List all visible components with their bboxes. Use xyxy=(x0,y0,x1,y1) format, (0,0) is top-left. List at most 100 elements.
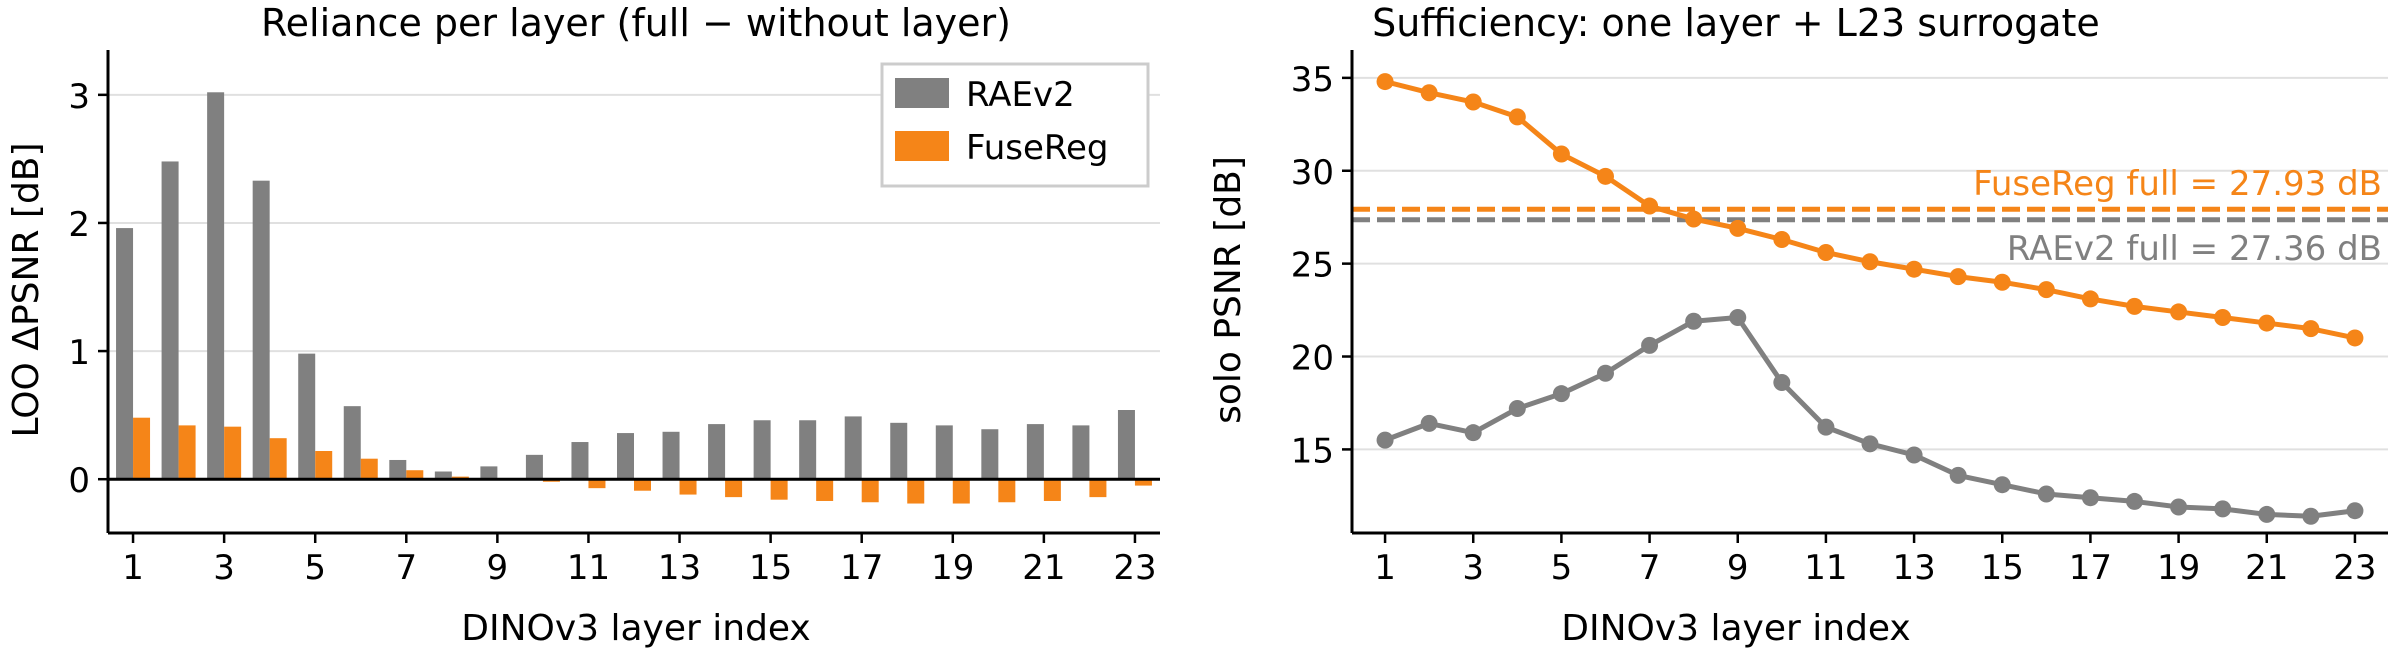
x-tick-label: 17 xyxy=(840,548,883,588)
bar-fusereg-layer-15 xyxy=(770,479,788,500)
point-raev2-layer-21 xyxy=(2258,505,2276,523)
point-fusereg-layer-16 xyxy=(2037,281,2055,299)
sufficiency-panel: Sufficiency: one layer + L23 surrogate F… xyxy=(1208,1,2388,649)
point-fusereg-layer-2 xyxy=(1420,84,1438,102)
reference-line-label: RAEv2 full = 27.36 dB xyxy=(2007,229,2382,269)
y-tick-label: 35 xyxy=(1291,60,1334,100)
bar-fusereg-layer-19 xyxy=(952,479,970,504)
point-raev2-layer-16 xyxy=(2037,485,2055,503)
point-fusereg-layer-21 xyxy=(2258,314,2276,332)
point-raev2-layer-6 xyxy=(1596,364,1614,382)
bar-fusereg-layer-18 xyxy=(907,479,925,504)
legend-swatch-raev2 xyxy=(895,78,949,108)
bar-fusereg-layer-22 xyxy=(1089,479,1107,498)
sufficiency-y-axis-label: solo PSNR [dB] xyxy=(1208,156,1249,424)
point-raev2-layer-1 xyxy=(1376,431,1394,449)
reliance-bars xyxy=(116,92,1152,504)
x-tick-label: 17 xyxy=(2069,548,2112,588)
x-tick-label: 21 xyxy=(1022,548,1065,588)
bar-raev2-layer-16 xyxy=(799,420,817,480)
x-tick-label: 9 xyxy=(1727,548,1749,588)
point-fusereg-layer-18 xyxy=(2126,297,2144,315)
bar-raev2-layer-14 xyxy=(708,424,726,480)
x-tick-label: 1 xyxy=(122,548,144,588)
bar-fusereg-layer-14 xyxy=(725,479,743,498)
bar-fusereg-layer-7 xyxy=(406,470,424,480)
bar-raev2-layer-13 xyxy=(662,431,680,480)
point-fusereg-layer-22 xyxy=(2302,320,2320,338)
reliance-y-axis-label: LOO ΔPSNR [dB] xyxy=(6,142,47,437)
point-raev2-layer-15 xyxy=(1993,476,2011,494)
bar-fusereg-layer-5 xyxy=(315,451,333,480)
point-fusereg-layer-8 xyxy=(1685,210,1703,228)
y-tick-label: 15 xyxy=(1291,431,1334,471)
bar-raev2-layer-5 xyxy=(298,353,316,480)
point-raev2-layer-2 xyxy=(1420,414,1438,432)
bar-raev2-layer-23 xyxy=(1117,410,1135,480)
legend-swatch-fusereg xyxy=(895,131,949,161)
reliance-title: Reliance per layer (full − without layer… xyxy=(261,1,1011,45)
point-raev2-layer-3 xyxy=(1464,424,1482,442)
x-tick-label: 19 xyxy=(931,548,974,588)
y-tick-label: 3 xyxy=(68,77,90,117)
point-fusereg-layer-11 xyxy=(1817,243,1835,261)
bar-raev2-layer-18 xyxy=(890,422,908,480)
bar-raev2-layer-12 xyxy=(617,433,634,480)
point-fusereg-layer-7 xyxy=(1641,197,1659,215)
bar-fusereg-layer-2 xyxy=(178,425,196,480)
point-fusereg-layer-3 xyxy=(1464,93,1482,111)
x-tick-label: 11 xyxy=(567,548,610,588)
sufficiency-axes xyxy=(1350,50,2388,535)
x-tick-label: 23 xyxy=(2333,548,2376,588)
bar-raev2-layer-3 xyxy=(207,92,225,480)
point-raev2-layer-17 xyxy=(2081,489,2099,507)
bar-raev2-layer-8 xyxy=(434,471,452,480)
bar-raev2-layer-9 xyxy=(480,466,498,480)
bar-raev2-layer-20 xyxy=(981,429,999,480)
point-raev2-layer-5 xyxy=(1552,385,1570,403)
series-line-raev2 xyxy=(1384,315,2356,519)
bar-raev2-layer-10 xyxy=(525,454,543,480)
point-fusereg-layer-10 xyxy=(1773,230,1791,248)
point-fusereg-layer-4 xyxy=(1508,108,1526,126)
point-raev2-layer-13 xyxy=(1905,446,1923,464)
y-tick-label: 25 xyxy=(1291,246,1334,286)
y-tick-label: 0 xyxy=(68,461,90,501)
bar-fusereg-layer-21 xyxy=(1043,479,1061,501)
legend-label-fusereg: FuseReg xyxy=(966,128,1108,168)
point-raev2-layer-19 xyxy=(2170,498,2188,516)
bar-raev2-layer-17 xyxy=(844,416,862,480)
x-tick-label: 11 xyxy=(1804,548,1847,588)
legend-label-raev2: RAEv2 xyxy=(966,75,1075,115)
point-fusereg-layer-23 xyxy=(2346,329,2364,347)
bar-fusereg-layer-11 xyxy=(588,479,606,489)
point-fusereg-layer-6 xyxy=(1596,167,1614,185)
point-raev2-layer-11 xyxy=(1817,418,1835,436)
x-tick-label: 19 xyxy=(2157,548,2200,588)
point-raev2-layer-9 xyxy=(1729,309,1747,327)
point-raev2-layer-8 xyxy=(1685,312,1703,330)
x-tick-label: 15 xyxy=(1981,548,2024,588)
reliance-panel: Reliance per layer (full − without layer… xyxy=(6,1,1160,649)
bar-fusereg-layer-1 xyxy=(133,417,151,480)
point-fusereg-layer-12 xyxy=(1861,253,1879,271)
bar-fusereg-layer-23 xyxy=(1134,479,1152,486)
y-tick-label: 20 xyxy=(1291,339,1334,379)
sufficiency-title: Sufficiency: one layer + L23 surrogate xyxy=(1372,1,2100,45)
x-tick-label: 7 xyxy=(395,548,417,588)
x-tick-label: 9 xyxy=(487,548,509,588)
bar-fusereg-layer-12 xyxy=(634,479,651,491)
point-fusereg-layer-5 xyxy=(1552,145,1570,163)
bar-raev2-layer-21 xyxy=(1026,424,1044,480)
bar-fusereg-layer-3 xyxy=(224,426,242,480)
point-raev2-layer-12 xyxy=(1861,435,1879,453)
reliance-x-axis-label: DINOv3 layer index xyxy=(461,608,811,649)
bar-fusereg-layer-6 xyxy=(360,458,378,480)
x-tick-label: 23 xyxy=(1113,548,1156,588)
bar-raev2-layer-6 xyxy=(343,406,361,480)
bar-raev2-layer-15 xyxy=(753,420,771,480)
point-raev2-layer-22 xyxy=(2302,507,2320,525)
point-fusereg-layer-9 xyxy=(1729,219,1747,237)
